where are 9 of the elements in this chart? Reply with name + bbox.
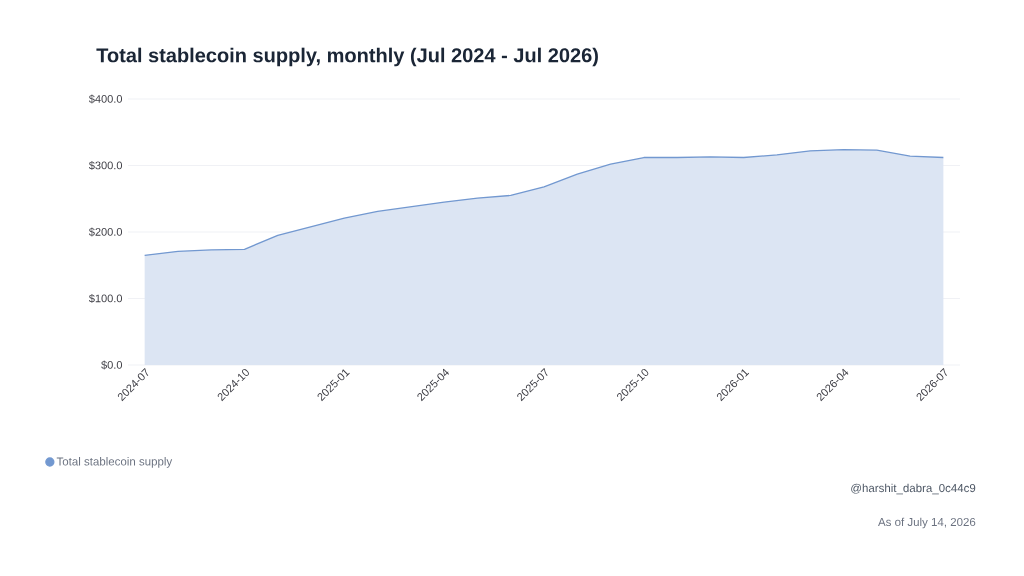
y-tick-label: $300.0 — [88, 161, 123, 170]
text: @harshit_dabra_0c44c9 — [851, 483, 976, 495]
y-tick-label: $400.0 — [88, 94, 123, 104]
legend-label: Total stablecoin supply — [56, 457, 173, 468]
y-tick-label: $100.0 — [88, 294, 123, 303]
y-tick-label: $0.0 — [101, 360, 123, 370]
chart-title: Total stablecoin supply, monthly (Jul 2024 - Jul 2026) — [96, 47, 598, 67]
text: As of July 14, 2026 — [878, 517, 976, 529]
y-tick-label: $200.0 — [88, 227, 123, 237]
